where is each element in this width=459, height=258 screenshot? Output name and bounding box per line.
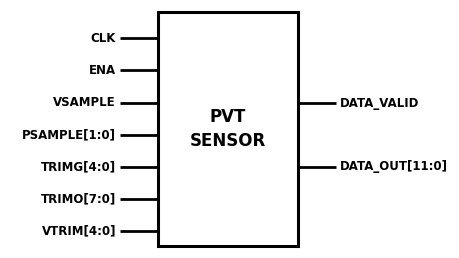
Text: VTRIM[4:0]: VTRIM[4:0] [41, 224, 116, 238]
Text: PVT
SENSOR: PVT SENSOR [190, 108, 266, 150]
Text: ENA: ENA [89, 63, 116, 77]
Text: PSAMPLE[1:0]: PSAMPLE[1:0] [22, 128, 116, 141]
Text: VSAMPLE: VSAMPLE [53, 96, 116, 109]
Text: DATA_VALID: DATA_VALID [339, 96, 419, 109]
Text: TRIMO[7:0]: TRIMO[7:0] [41, 192, 116, 206]
Text: TRIMG[4:0]: TRIMG[4:0] [41, 160, 116, 173]
Text: DATA_OUT[11:0]: DATA_OUT[11:0] [339, 160, 447, 173]
Bar [157, 12, 297, 246]
Text: CLK: CLK [90, 31, 116, 44]
